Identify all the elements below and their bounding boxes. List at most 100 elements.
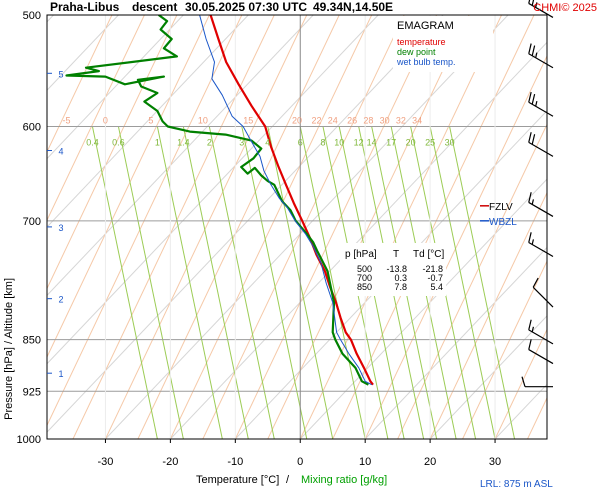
moist-adiabat [169, 15, 373, 439]
moist-adiabat [462, 260, 547, 439]
temperature-tick-label: -10 [227, 456, 243, 468]
wind-barbs [521, 0, 554, 388]
wind-barb-flag [528, 91, 532, 103]
moist-adiabat [234, 15, 438, 439]
altitude-tick-label: 4 [58, 147, 63, 157]
altitude-tick-label: 2 [58, 295, 63, 305]
grid-labels: -5 0 5 10 15 20 22 24 26 28 30 32 340.4 0.6 1 1.4 2 3 4 6 8 1… [62, 116, 454, 148]
table-cell: -21.8 [422, 264, 443, 274]
mixing-ratio-line [117, 126, 184, 439]
isotherm-label: 26 [347, 116, 357, 126]
series-dew-point [65, 15, 369, 386]
mixing-ratio-label: 8 [320, 138, 325, 148]
wind-barb [528, 91, 554, 117]
wind-barb-flag [532, 277, 539, 288]
moist-adiabat [494, 328, 547, 439]
wind-barb [528, 319, 554, 345]
wind-barb-flag [531, 134, 536, 145]
table-header-t: T [393, 249, 399, 260]
dry-adiabat [47, 15, 444, 433]
wind-barb-staff [528, 101, 554, 117]
pressure-tick-label: 1000 [17, 434, 41, 446]
wind-barb [521, 376, 553, 388]
profile-lines [65, 15, 374, 386]
table-cell: 0.3 [394, 273, 407, 283]
mixing-ratio-label: 0.6 [112, 138, 125, 148]
pressure-tick-label: 925 [23, 386, 41, 398]
isotherm-label: 30 [380, 116, 390, 126]
mixing-ratio-label: 12 [354, 138, 364, 148]
moist-adiabat [47, 15, 243, 427]
wind-barb [528, 132, 554, 157]
wind-barb [532, 277, 554, 308]
wind-barb-half-flag [535, 52, 538, 58]
xlabel-mixing-ratio: Mixing ratio [g/kg] [301, 474, 387, 486]
station-name: Praha-Libus [50, 0, 120, 14]
mixing-ratio-label: 3 [239, 138, 244, 148]
temperature-tick-label: -20 [162, 456, 178, 468]
wind-barb-staff [528, 349, 554, 365]
wind-barb-flag [528, 43, 532, 54]
mixing-ratio-line [241, 126, 308, 439]
dry-adiabat [364, 246, 547, 439]
mixing-ratio-label: 4 [265, 138, 270, 148]
station-coords: 49.34N,14.50E [313, 0, 393, 14]
xlabel-temperature: Temperature [°C] [196, 474, 279, 486]
mixing-ratio-label: 10 [334, 138, 344, 148]
moist-adiabat [72, 15, 275, 439]
wind-barb-half-flag [531, 326, 535, 333]
isotherm-label: 20 [292, 116, 302, 126]
temperature-tick-label: -30 [97, 456, 113, 468]
wind-barb-flag [528, 132, 532, 143]
isotherm-label: 34 [412, 116, 422, 126]
wind-barb-staff [528, 2, 554, 18]
moist-adiabat [202, 15, 405, 439]
mixing-ratio-line [182, 126, 249, 439]
moist-adiabat [429, 191, 547, 439]
mixing-ratio-label: 14 [367, 138, 377, 148]
altitude-tick-label: 5 [58, 69, 63, 79]
wind-barb [528, 0, 554, 18]
mixing-ratio-label: 17 [386, 138, 396, 148]
wind-barb-flag [528, 232, 532, 243]
wind-barb-flag [528, 192, 532, 203]
wind-barb-flag [528, 0, 531, 4]
legend-box: EMAGRAM temperature dew point wet bulb t… [393, 16, 493, 72]
wind-barb-half-flag [535, 101, 538, 107]
legend-wet-bulb: wet bulb temp. [396, 57, 456, 67]
table-header-p: p [hPa] [345, 249, 377, 260]
legend-temperature: temperature [397, 37, 446, 47]
mixing-ratio-line [449, 126, 516, 439]
temperature-tick-label: 30 [489, 456, 501, 468]
wind-barb-half-flag [531, 199, 535, 205]
moist-adiabat [104, 15, 308, 439]
wind-barb-flag [531, 93, 536, 105]
wind-barb [528, 339, 554, 365]
wind-barb-staff [528, 141, 554, 157]
dry-adiabat [234, 110, 547, 439]
wind-barb-staff [528, 329, 554, 345]
table-cell: 700 [357, 273, 372, 283]
table-cell: 500 [357, 264, 372, 274]
profile-datetime: 30.05.2025 07:30 UTC [185, 0, 307, 14]
dry-adiabat [47, 15, 184, 160]
temperature-tick-label: 0 [297, 456, 303, 468]
wind-barb-flag [528, 319, 532, 331]
wind-barb-staff [528, 53, 554, 69]
mixing-ratio-line [299, 126, 366, 439]
ylabel-text: Pressure [hPa] / Altitude [km] [3, 278, 15, 420]
moist-adiabat [47, 15, 145, 222]
dry-adiabat [47, 15, 379, 365]
isotherm-label: 28 [363, 116, 373, 126]
pressure-tick-label: 600 [23, 122, 41, 134]
altitude-tick-label: 1 [58, 369, 63, 379]
isotherm-label: 10 [198, 116, 208, 126]
legend-dew-point: dew point [397, 47, 436, 57]
moist-adiabat [332, 15, 535, 439]
wind-barb-flag [531, 45, 536, 56]
temperature-tick-label: 10 [359, 456, 371, 468]
moist-adiabat [47, 15, 113, 153]
dry-adiabat [299, 178, 547, 439]
